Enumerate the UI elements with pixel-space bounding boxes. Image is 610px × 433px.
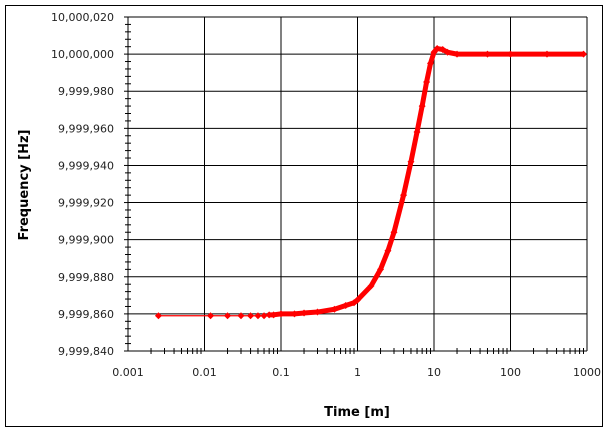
x-tick-label: 10: [427, 366, 441, 379]
data-point-marker: [390, 228, 398, 236]
data-point-marker: [300, 309, 308, 317]
data-point-marker: [543, 50, 551, 58]
data-point-marker: [483, 50, 491, 58]
x-tick-label: 1: [354, 366, 361, 379]
data-point-marker: [413, 128, 421, 136]
data-point-marker: [313, 308, 321, 316]
data-point-marker: [439, 45, 447, 53]
y-tick-label: 10,000,020: [51, 11, 114, 24]
data-point-marker: [407, 158, 415, 166]
y-tick-label: 9,999,960: [58, 122, 114, 135]
y-tick-label: 9,999,880: [58, 271, 114, 284]
data-point-marker: [260, 312, 268, 320]
data-point-marker: [367, 282, 375, 290]
y-tick-label: 9,999,920: [58, 197, 114, 210]
data-point-marker: [277, 310, 285, 318]
x-tick-label: 100: [500, 366, 521, 379]
data-point-marker: [507, 50, 514, 58]
y-tick-label: 10,000,000: [51, 48, 114, 61]
x-axis: 0.001 0.01 0.1 1 10 100 1000: [112, 348, 601, 379]
y-tick-label: 9,999,860: [58, 308, 114, 321]
data-point-marker: [453, 50, 461, 58]
data-point-marker: [426, 59, 434, 67]
gridlines: [127, 16, 588, 352]
data-point-marker: [207, 312, 215, 320]
data-point-marker: [377, 265, 385, 273]
data-point-marker: [579, 50, 587, 58]
data-point-marker: [418, 102, 426, 110]
y-tick-label: 9,999,900: [58, 234, 114, 247]
data-point-marker: [254, 312, 262, 320]
data-point-marker: [342, 302, 350, 310]
data-point-marker: [224, 312, 232, 320]
y-axis: 9,999,840 9,999,860 9,999,880 9,999,900 9,99…: [51, 11, 131, 358]
data-point-marker: [443, 48, 451, 56]
data-point-marker: [330, 305, 338, 313]
x-tick-label: 0.1: [272, 366, 290, 379]
data-point-marker: [290, 310, 298, 318]
x-tick-label: 0.001: [112, 366, 144, 379]
y-tick-label: 9,999,840: [58, 345, 114, 358]
x-tick-label: 0.01: [192, 366, 217, 379]
x-axis-title: Time [m]: [324, 405, 390, 420]
data-point-marker: [384, 247, 392, 255]
x-tick-label: 1000: [573, 366, 601, 379]
y-axis-title: Frequency [Hz]: [17, 130, 32, 241]
data-point-marker: [433, 45, 441, 53]
series-dense-markers: [266, 46, 586, 318]
data-point-marker: [400, 191, 408, 199]
chart-frame: [5, 5, 603, 427]
data-point-marker: [154, 312, 162, 320]
data-point-marker: [237, 312, 245, 320]
data-point-marker: [354, 296, 361, 304]
y-tick-label: 9,999,980: [58, 85, 114, 98]
y-tick-label: 9,999,940: [58, 159, 114, 172]
data-point-marker: [265, 311, 273, 319]
data-series: [154, 45, 587, 320]
data-point-marker: [247, 312, 255, 320]
data-point-marker: [270, 311, 278, 319]
data-point-marker: [423, 78, 431, 86]
series-line: [158, 47, 584, 317]
